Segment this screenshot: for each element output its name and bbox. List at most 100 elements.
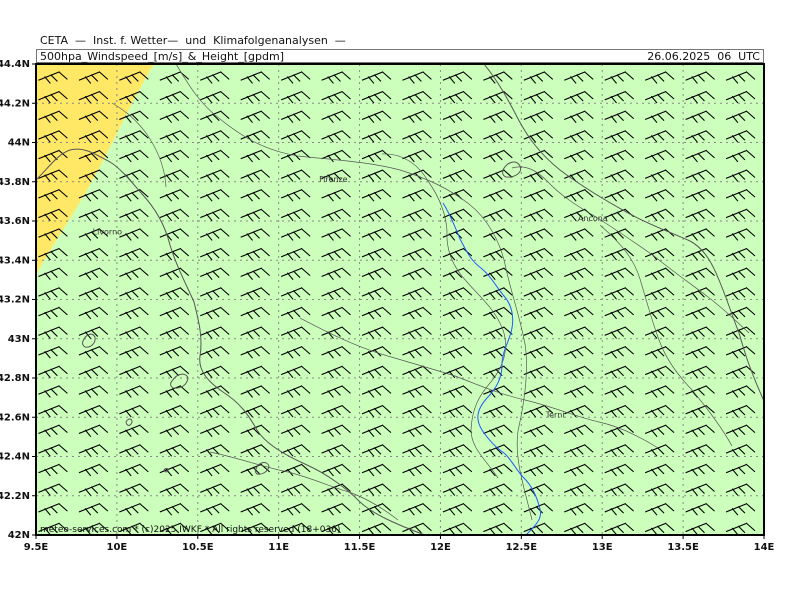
wind-barb [240, 502, 270, 516]
latitude-tick-label: 42.6N [0, 412, 30, 423]
wind-barb [280, 345, 311, 359]
wind-barb [402, 404, 432, 418]
wind-barb [240, 149, 270, 163]
wind-barb [321, 345, 351, 359]
wind-barb [402, 287, 432, 300]
wind-barb [38, 267, 68, 281]
wind-barb [725, 71, 756, 84]
wind-barb [402, 228, 432, 241]
wind-barb [240, 90, 270, 104]
wind-barb [402, 424, 432, 438]
wind-barb [321, 463, 351, 477]
wind-barb [523, 306, 554, 320]
wind-barb [604, 385, 634, 398]
wind-barb [78, 71, 109, 84]
wind-barb [644, 90, 675, 104]
wind-barb [200, 149, 230, 163]
lake [502, 161, 522, 178]
wind-barb [644, 169, 675, 182]
wind-barb [78, 287, 109, 300]
wind-barb [725, 463, 756, 477]
wind-barb [644, 149, 675, 163]
wind-barb [523, 228, 554, 241]
wind-barb [725, 424, 756, 438]
wind-barb [361, 188, 392, 202]
wind-barb [361, 463, 392, 477]
wind-barb [483, 90, 513, 104]
wind-barb [159, 267, 190, 281]
wind-barb [685, 287, 715, 300]
wind-barb [78, 483, 109, 496]
wind-barb [725, 404, 756, 418]
wind-barb [725, 130, 756, 143]
wind-barb [321, 71, 351, 84]
wind-barb [564, 444, 594, 457]
wind-barb [564, 287, 594, 300]
wind-barb [361, 483, 392, 496]
wind-barb [280, 110, 311, 124]
wind-barb [483, 149, 513, 163]
wind-barb [685, 71, 715, 84]
wind-barb [604, 365, 634, 379]
regional-border [209, 451, 399, 521]
wind-barb [523, 287, 554, 300]
wind-barb [159, 404, 190, 418]
wind-barb [78, 404, 109, 418]
wind-barb [361, 424, 392, 438]
wind-barb [402, 522, 432, 535]
wind-barb [200, 169, 230, 182]
wind-barb [321, 404, 351, 418]
wind-barb [38, 345, 68, 359]
wind-barb [321, 424, 351, 438]
wind-barb [38, 365, 68, 379]
wind-barb [402, 444, 432, 457]
coastline-east [483, 64, 764, 402]
wind-barb [483, 424, 513, 438]
longitude-tick-label: 14E [754, 542, 775, 553]
wind-barb [200, 110, 230, 124]
wind-barb [604, 502, 634, 516]
wind-barb [725, 385, 756, 398]
wind-barb [442, 306, 473, 320]
wind-barb [200, 71, 230, 84]
wind-barb [200, 424, 230, 438]
wind-barb [402, 345, 432, 359]
wind-barb [361, 110, 392, 124]
wind-barb [523, 247, 554, 261]
wind-barb [361, 208, 392, 222]
wind-barb [564, 502, 594, 516]
wind-barb [78, 247, 109, 261]
wind-barb [604, 208, 634, 222]
wind-barb [604, 169, 634, 182]
wind-barb [402, 208, 432, 222]
wind-barb [685, 267, 715, 281]
wind-barb [119, 169, 149, 182]
latitude-tick-label: 43.2N [0, 295, 30, 306]
wind-barb [402, 110, 432, 124]
wind-barb [361, 130, 392, 143]
wind-barb [200, 247, 230, 261]
wind-barb [604, 130, 634, 143]
wind-barb [725, 90, 756, 104]
island [81, 333, 96, 348]
wind-barb [119, 71, 149, 84]
wind-barb [321, 385, 351, 398]
wind-barb [361, 522, 392, 535]
wind-barb [483, 463, 513, 477]
wind-barb [38, 463, 68, 477]
wind-barb [159, 345, 190, 359]
regional-border [599, 224, 733, 447]
city-label: Terni [545, 410, 565, 419]
wind-barb [78, 385, 109, 398]
wind-barb [240, 326, 270, 339]
wind-barb [119, 365, 149, 379]
wind-barb [523, 149, 554, 163]
wind-barb [564, 267, 594, 281]
wind-barb [119, 247, 149, 261]
wind-barb [361, 71, 392, 84]
wind-barb [280, 287, 311, 300]
wind-barb [159, 306, 190, 320]
wind-barb [685, 169, 715, 182]
map-plot: Ravenna Firenze Ancona Livorno Terni met… [36, 64, 764, 535]
